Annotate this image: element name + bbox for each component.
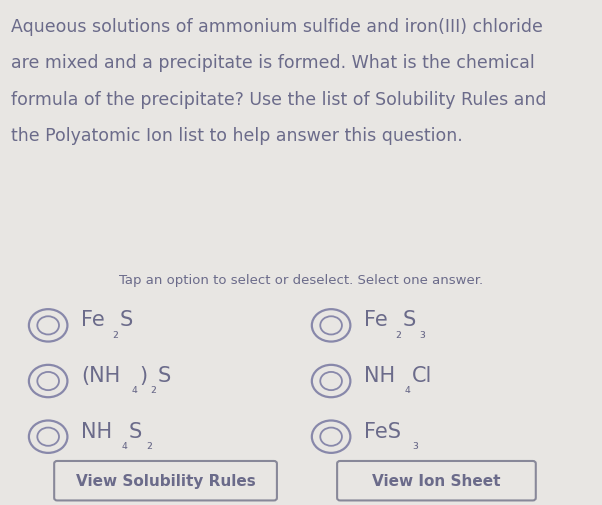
Text: ₂: ₂ [146,436,152,451]
Text: ₃: ₃ [420,325,426,340]
Text: ₂: ₂ [395,325,401,340]
Text: ₂: ₂ [112,325,118,340]
Text: ₄: ₄ [132,380,138,395]
Text: S: S [403,310,416,330]
Text: the Polyatomic Ion list to help answer this question.: the Polyatomic Ion list to help answer t… [11,127,462,145]
FancyBboxPatch shape [337,461,536,500]
Text: View Ion Sheet: View Ion Sheet [372,473,501,488]
Text: ₄: ₄ [122,436,127,451]
Text: S: S [120,310,133,330]
FancyBboxPatch shape [54,461,277,500]
Text: NH: NH [81,421,113,441]
Text: S: S [158,365,171,385]
Text: Fe: Fe [364,310,388,330]
Text: ₂: ₂ [150,380,156,395]
Text: ₄: ₄ [405,380,410,395]
Text: ₃: ₃ [412,436,418,451]
Text: View Solubility Rules: View Solubility Rules [76,473,255,488]
Text: are mixed and a precipitate is formed. What is the chemical: are mixed and a precipitate is formed. W… [11,54,535,72]
Text: (NH: (NH [81,365,120,385]
Text: Fe: Fe [81,310,105,330]
Text: Tap an option to select or deselect. Select one answer.: Tap an option to select or deselect. Sel… [119,274,483,287]
Text: ): ) [139,365,147,385]
Text: Aqueous solutions of ammonium sulfide and iron(III) chloride: Aqueous solutions of ammonium sulfide an… [11,18,543,36]
Text: FeS: FeS [364,421,401,441]
Text: NH: NH [364,365,396,385]
Text: formula of the precipitate? Use the list of Solubility Rules and: formula of the precipitate? Use the list… [11,90,547,109]
Text: S: S [129,421,142,441]
Text: Cl: Cl [412,365,432,385]
